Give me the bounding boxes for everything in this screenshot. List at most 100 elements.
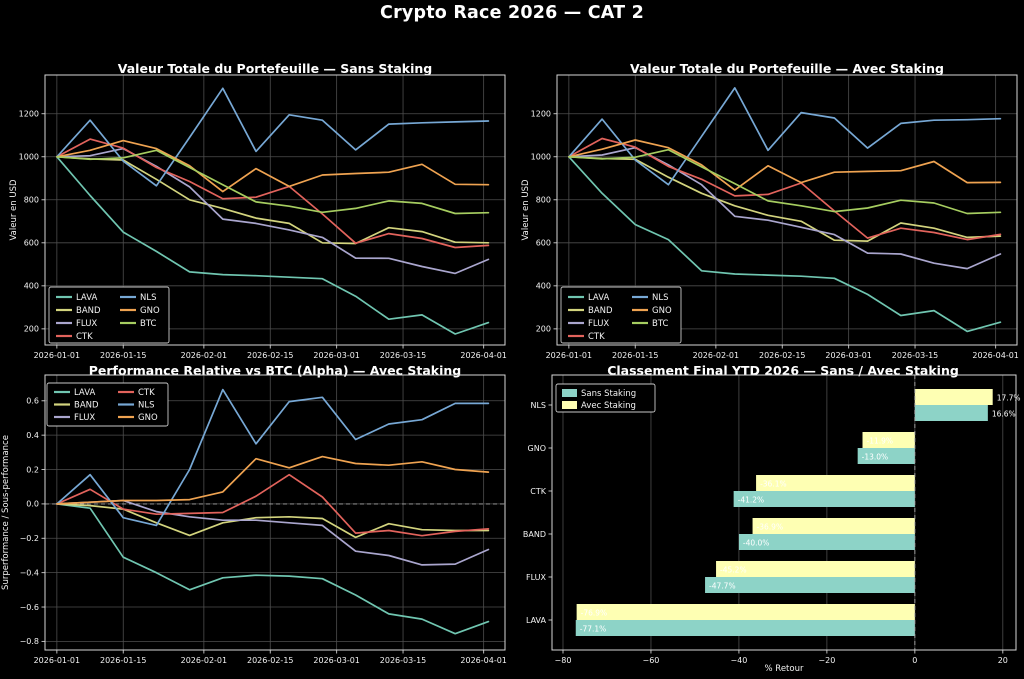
series-line-FLUX — [56, 499, 490, 566]
y-tick-label: 200 — [536, 325, 551, 334]
category-label-NLS: NLS — [530, 401, 546, 410]
legend-label-NLS: NLS — [652, 293, 669, 303]
legend-label-NLS: NLS — [140, 293, 157, 303]
x-tick-label: 0 — [912, 656, 917, 665]
y-tick-label: 800 — [536, 196, 551, 205]
x-axis-label: % Retour — [765, 664, 804, 674]
series-line-GNO — [568, 139, 1002, 191]
category-label-BAND: BAND — [523, 530, 546, 539]
legend-label-CTK: CTK — [588, 332, 605, 342]
legend-label-CTK: CTK — [76, 332, 93, 342]
y-tick-label: 400 — [24, 282, 39, 291]
x-tick-label: −40 — [730, 656, 747, 665]
y-axis-label: Surperformance / Sous-performance — [1, 435, 11, 590]
bar-FLUX-avec-staking — [716, 561, 915, 577]
y-tick-label: 200 — [24, 325, 39, 334]
y-tick-label: 400 — [536, 282, 551, 291]
legend: LAVA BAND FLUX CTK NLS GNO — [46, 382, 169, 427]
legend-label-GNO: GNO — [652, 306, 672, 316]
series-line-NLS — [56, 87, 490, 187]
legend-label-LAVA: LAVA — [76, 293, 97, 303]
bar-GNO-avec-staking — [862, 432, 915, 448]
y-tick-label: 1200 — [531, 110, 551, 119]
bar-value-label: -41.2% — [738, 496, 765, 505]
x-tick-label: 2026-03-15 — [892, 351, 939, 360]
series-line-FLUX — [568, 146, 1002, 270]
legend-label-GNO: GNO — [138, 413, 158, 423]
legend-label-BAND: BAND — [74, 401, 99, 411]
line-chart-valeur-sans-staking: 2026-01-01 2026-01-15 2026-02-01 2026-02-15… — [9, 74, 507, 360]
legend-label-BAND: BAND — [588, 306, 613, 316]
y-tick-label: −0.6 — [20, 603, 39, 612]
x-tick-label: 2026-02-15 — [247, 656, 294, 665]
legend-swatch-avec-staking — [562, 401, 577, 409]
chart-title-performance-relative: Performance Relative vs BTC (Alpha) — Av… — [88, 363, 462, 378]
legend-label-sans-staking: Sans Staking — [581, 389, 636, 399]
y-tick-label: 600 — [536, 239, 551, 248]
x-tick-label: 2026-03-01 — [313, 351, 360, 360]
y-tick-label: 800 — [24, 196, 39, 205]
legend: LAVA BAND FLUX CTK NLS GNO BTC — [48, 286, 170, 344]
bar-value-label: -47.7% — [709, 582, 736, 591]
bar-BAND-avec-staking — [752, 518, 915, 534]
series-line-GNO — [56, 455, 490, 505]
series-line-NLS — [568, 87, 1002, 186]
panel-performance-relative: Performance Relative vs BTC (Alpha) — Av… — [0, 362, 512, 679]
category-label-GNO: GNO — [528, 444, 546, 453]
category-label-LAVA: LAVA — [526, 616, 547, 625]
bar-value-label: -40.0% — [743, 539, 770, 548]
bar-CTK-sans-staking — [733, 491, 915, 507]
plot-frame — [44, 74, 506, 346]
series-line-GNO — [56, 139, 490, 193]
plot-frame — [551, 374, 1017, 651]
x-tick-label: 2026-01-15 — [612, 351, 659, 360]
bar-value-label: -36.9% — [757, 523, 784, 532]
legend-label-FLUX: FLUX — [76, 319, 97, 329]
chart-title-valeur-sans-staking: Valeur Totale du Portefeuille — Sans Sta… — [117, 61, 433, 76]
bar-value-label: -45.2% — [720, 566, 747, 575]
legend-label-LAVA: LAVA — [74, 388, 95, 398]
x-tick-label: 2026-01-01 — [34, 351, 81, 360]
legend-label-BTC: BTC — [652, 319, 669, 329]
bar-BAND-sans-staking — [738, 534, 915, 550]
y-axis-label: Valeur en USD — [521, 179, 531, 240]
x-tick-label: 2026-03-15 — [380, 351, 427, 360]
legend-label-FLUX: FLUX — [588, 319, 609, 329]
bar-FLUX-sans-staking — [705, 577, 915, 593]
bar-value-label: -11.9% — [867, 437, 894, 446]
bar-NLS-sans-staking — [914, 405, 988, 421]
x-tick-label: 2026-04-01 — [460, 656, 507, 665]
series-line-BAND — [568, 155, 1002, 242]
legend-label-BAND: BAND — [76, 306, 101, 316]
y-tick-label: −0.8 — [20, 637, 39, 646]
y-tick-label: 600 — [24, 239, 39, 248]
legend-label-NLS: NLS — [138, 401, 155, 411]
x-tick-label: −80 — [555, 656, 572, 665]
page-title: Crypto Race 2026 — CAT 2 — [380, 3, 644, 23]
x-tick-label: 2026-03-01 — [825, 351, 872, 360]
legend-label-CTK: CTK — [138, 388, 155, 398]
line-chart-performance-relative: 2026-01-01 2026-01-15 2026-02-01 2026-02-15… — [1, 374, 507, 665]
x-tick-label: −20 — [818, 656, 835, 665]
series-line-NLS — [56, 388, 490, 527]
y-tick-label: 0.0 — [26, 500, 39, 509]
legend-label-FLUX: FLUX — [74, 413, 95, 423]
series-line-LAVA — [56, 503, 490, 635]
panel-valeur-sans-staking: Valeur Totale du Portefeuille — Sans Sta… — [0, 54, 512, 362]
bar-value-label: -76.9% — [581, 609, 608, 618]
panel-valeur-avec-staking: Valeur Totale du Portefeuille — Avec Sta… — [512, 54, 1024, 362]
bar-NLS-avec-staking — [914, 389, 993, 405]
legend: LAVA BAND FLUX CTK NLS GNO BTC — [560, 286, 682, 344]
x-tick-label: 2026-01-01 — [546, 351, 593, 360]
series-line-CTK — [56, 138, 490, 249]
x-tick-label: 2026-02-15 — [247, 351, 294, 360]
bar-GNO-sans-staking — [857, 448, 915, 464]
y-tick-label: 1000 — [531, 153, 551, 162]
bar-LAVA-avec-staking — [576, 604, 915, 620]
legend-label-avec-staking: Avec Staking — [581, 401, 636, 411]
x-tick-label: 2026-04-01 — [972, 351, 1019, 360]
plot-frame — [44, 374, 506, 651]
bar-CTK-avec-staking — [756, 475, 915, 491]
bar-value-label: 17.7% — [997, 394, 1021, 403]
